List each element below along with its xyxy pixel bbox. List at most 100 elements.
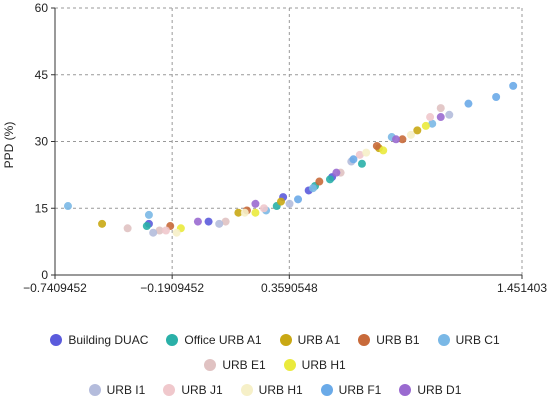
legend-swatch xyxy=(399,384,412,396)
y-tick-label: 30 xyxy=(35,135,49,149)
y-axis-label: PPD (%) xyxy=(2,122,16,169)
series-4 xyxy=(63,119,437,219)
legend-label: URB F1 xyxy=(338,383,382,397)
legend-item: URB C1 xyxy=(437,333,500,347)
legend-label: URB D1 xyxy=(417,383,462,397)
data-point xyxy=(445,110,454,119)
data-point xyxy=(155,226,164,235)
data-point xyxy=(392,135,401,144)
data-point xyxy=(172,228,181,237)
legend-item: URB H1 xyxy=(283,358,346,372)
data-point xyxy=(142,222,151,231)
data-point xyxy=(349,155,358,164)
x-tick-label: 0.3590548 xyxy=(261,281,318,295)
legend-swatch xyxy=(163,384,176,396)
series-11 xyxy=(193,113,445,226)
y-tick-label: 0 xyxy=(41,268,48,282)
y-tick-label: 45 xyxy=(35,68,49,82)
series-3 xyxy=(166,135,407,231)
legend-swatch xyxy=(279,334,292,346)
data-point xyxy=(426,113,435,122)
legend-swatch xyxy=(283,359,296,371)
legend-label: URB H1 xyxy=(301,358,346,372)
data-point xyxy=(204,217,213,226)
series-6 xyxy=(176,121,430,233)
legend-swatch xyxy=(204,359,217,371)
series-9 xyxy=(172,130,415,237)
series-8 xyxy=(161,113,435,235)
x-tick-label: 1.451403 xyxy=(497,281,547,295)
data-point xyxy=(240,208,249,217)
legend-swatch xyxy=(437,334,450,346)
legend-label: URB A1 xyxy=(297,333,341,347)
data-point xyxy=(161,226,170,235)
legend-item: URB E1 xyxy=(204,358,266,372)
data-point xyxy=(413,126,422,135)
data-point xyxy=(144,210,153,219)
data-point xyxy=(251,199,260,208)
data-point xyxy=(308,184,317,193)
data-point xyxy=(398,135,407,144)
data-point xyxy=(234,208,243,217)
data-point xyxy=(251,208,260,217)
legend-item: URB J1 xyxy=(163,383,223,397)
data-point xyxy=(357,159,366,168)
legend-label: URB J1 xyxy=(181,383,223,397)
data-point xyxy=(294,195,303,204)
legend-label: URB C1 xyxy=(455,333,500,347)
legend-label: URB H1 xyxy=(258,383,303,397)
data-point xyxy=(406,130,415,139)
x-tick-label: −0.1909452 xyxy=(140,281,204,295)
data-point xyxy=(285,199,294,208)
legend-item: URB H1 xyxy=(240,383,303,397)
legend-label: Office URB A1 xyxy=(184,333,262,347)
legend-label: URB E1 xyxy=(222,358,266,372)
legend-swatch xyxy=(240,384,253,396)
x-axis-ticks: −0.7409452 −0.1909452 0.3590548 1.451403 xyxy=(23,275,547,295)
y-tick-label: 60 xyxy=(35,1,49,15)
legend-item: URB I1 xyxy=(88,383,146,397)
data-point xyxy=(221,217,230,226)
data-point xyxy=(509,81,518,90)
data-point xyxy=(325,175,334,184)
legend-swatch xyxy=(50,334,63,346)
legend-swatch xyxy=(320,384,333,396)
legend-label: Building DUAC xyxy=(68,333,149,347)
data-point xyxy=(372,141,381,150)
series-7 xyxy=(149,110,454,237)
legend-label: URB I1 xyxy=(106,383,146,397)
data-point xyxy=(315,177,324,186)
y-axis-ticks: 0 15 30 45 60 xyxy=(35,1,55,282)
data-point xyxy=(379,146,388,155)
data-point xyxy=(436,113,445,122)
data-point xyxy=(428,119,437,128)
data-point xyxy=(193,217,202,226)
legend-row: URB E1 URB H1 xyxy=(0,358,550,372)
data-point xyxy=(436,104,445,113)
data-point xyxy=(149,228,158,237)
legend-row: Building DUAC Office URB A1 URB A1 URB B1 UR… xyxy=(0,333,550,347)
data-point xyxy=(123,224,132,233)
data-point xyxy=(63,202,72,211)
data-point xyxy=(492,93,501,101)
series-1 xyxy=(142,159,366,231)
legend-item: Building DUAC xyxy=(50,333,148,347)
data-point xyxy=(98,219,107,228)
legend-item: URB D1 xyxy=(399,383,461,397)
data-point xyxy=(464,99,473,108)
series-0 xyxy=(144,173,337,228)
data-points xyxy=(63,81,518,237)
data-point xyxy=(276,197,285,206)
data-point xyxy=(332,168,341,177)
legend-swatch xyxy=(358,334,371,346)
series-10 xyxy=(294,81,518,204)
x-tick-label: −0.7409452 xyxy=(23,281,87,295)
data-point xyxy=(362,148,371,157)
legend-label: URB B1 xyxy=(376,333,420,347)
legend-item: Office URB A1 xyxy=(166,333,262,347)
legend-item: URB F1 xyxy=(320,383,382,397)
data-point xyxy=(215,219,224,228)
data-point xyxy=(355,150,364,159)
legend-row: URB I1 URB J1 URB H1 URB F1 URB D1 xyxy=(0,383,550,397)
